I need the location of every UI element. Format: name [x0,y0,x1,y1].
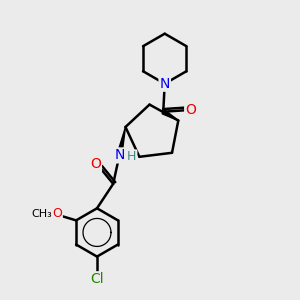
Polygon shape [162,110,178,121]
Polygon shape [117,127,125,156]
Text: O: O [90,157,101,171]
Text: O: O [185,103,196,117]
Text: N: N [160,77,170,91]
Text: Cl: Cl [90,272,104,286]
Text: N: N [114,148,124,162]
Text: O: O [52,207,62,220]
Text: CH₃: CH₃ [31,208,52,219]
Text: H: H [127,150,136,164]
